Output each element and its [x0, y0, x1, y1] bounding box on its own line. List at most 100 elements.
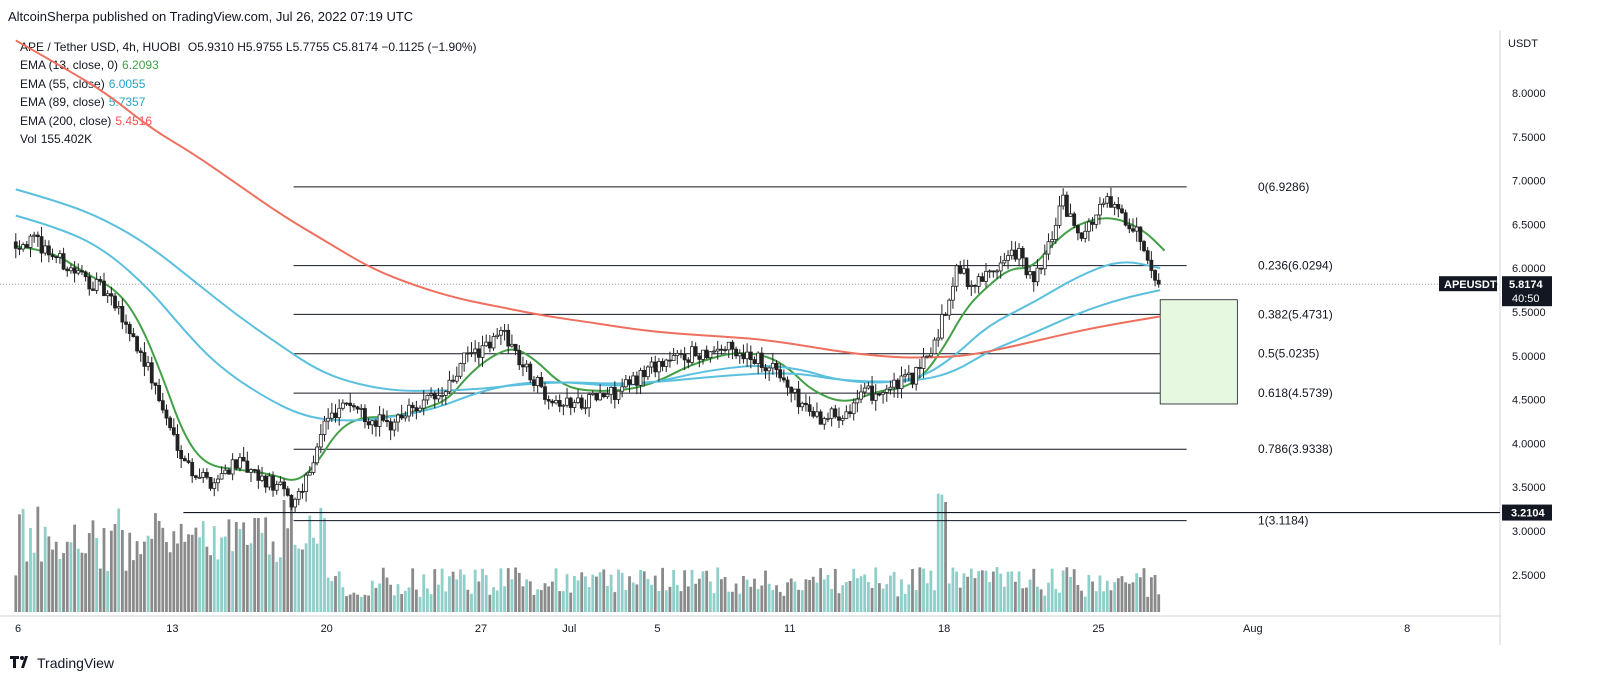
indicator-ema89[interactable]: EMA (89, close) 5.7357	[20, 93, 477, 111]
support-price-tag	[1502, 504, 1552, 521]
volume-bar	[128, 532, 132, 612]
candle-body	[539, 377, 544, 388]
candle-body	[392, 421, 397, 431]
candle-body	[804, 402, 808, 406]
volume-bar	[808, 580, 811, 612]
y-axis-unit: USDT	[1508, 38, 1538, 50]
candle-body	[234, 459, 239, 469]
volume-bar	[330, 581, 334, 612]
volume-bar	[146, 535, 150, 612]
volume-bar	[334, 576, 337, 612]
candle-body	[745, 351, 750, 360]
volume-bar	[896, 596, 900, 612]
candle-body	[1149, 259, 1154, 271]
volume-bar	[25, 561, 29, 612]
volume-bar	[1069, 577, 1072, 612]
last-price-label: 5.8174	[1509, 279, 1544, 291]
candle-body	[72, 267, 77, 274]
volume-bar	[323, 518, 326, 612]
candle-body	[447, 379, 452, 393]
indicator-volume[interactable]: Vol 155.402K	[20, 130, 477, 148]
candles	[13, 187, 1161, 513]
candle-body	[690, 346, 694, 363]
volume-bar	[253, 518, 257, 612]
candle-body	[638, 369, 643, 386]
candle-body	[197, 476, 202, 479]
volume-bar	[418, 596, 422, 612]
volume-bar	[841, 585, 845, 612]
volume-bar	[852, 568, 856, 612]
volume-bar	[374, 587, 378, 612]
candle-body	[991, 270, 996, 273]
candle-body	[947, 299, 952, 316]
volume-bar	[767, 583, 771, 612]
volume-bar	[1013, 581, 1017, 612]
candle-body	[1031, 271, 1036, 283]
volume-bar	[21, 508, 25, 612]
candle-body	[1127, 224, 1132, 230]
volume-bar	[1047, 582, 1050, 612]
candle-body	[671, 355, 676, 361]
indicator-ema13[interactable]: EMA (13, close, 0) 6.2093	[20, 56, 477, 74]
volume-bar	[264, 517, 268, 612]
candle-body	[987, 270, 992, 273]
volume-bar	[918, 567, 922, 612]
candle-body	[649, 361, 654, 368]
candle-body	[976, 276, 981, 287]
volume-bar	[1025, 587, 1028, 612]
volume-bar	[1072, 569, 1076, 612]
candle-body	[840, 418, 845, 421]
volume-bar	[738, 593, 742, 612]
target-zone[interactable]	[1159, 299, 1238, 405]
candle-body	[723, 349, 727, 352]
volume-bar	[1065, 567, 1069, 612]
volume-bar	[1039, 589, 1043, 612]
candle-body	[443, 391, 448, 396]
candle-body	[554, 400, 558, 404]
volume-bar	[1131, 582, 1135, 612]
volume-bar	[389, 584, 393, 612]
volume-bar	[591, 574, 595, 612]
candle-body	[245, 460, 250, 473]
indicator-ema200[interactable]: EMA (200, close) 5.4516	[20, 112, 477, 130]
volume-bar	[194, 527, 198, 612]
volume-bar	[984, 570, 988, 612]
volume-bar	[517, 572, 521, 612]
candle-body	[127, 323, 132, 335]
x-tick-label: 18	[938, 623, 950, 635]
x-tick-label: 13	[166, 623, 178, 635]
candle-body	[271, 475, 275, 491]
candle-body	[307, 472, 312, 476]
candle-body	[510, 343, 514, 347]
candle-body	[1053, 224, 1058, 240]
candle-body	[168, 417, 173, 429]
candle-body	[318, 434, 323, 448]
fibonacci-retracement[interactable]: 0(6.9286) 0.236(6.0294) 0.382(5.4731) 0.5(5…	[183, 180, 1500, 528]
volume-bar	[881, 588, 885, 612]
fib-level-label: 1(3.1184)	[1258, 514, 1308, 528]
candle-body	[532, 379, 536, 386]
volume-bar	[907, 584, 911, 612]
volume-bar	[492, 587, 495, 612]
candle-body	[1009, 249, 1014, 257]
candle-body	[17, 247, 22, 250]
volume-bar	[672, 569, 676, 612]
volume-bar	[664, 590, 668, 612]
volume-bar	[800, 590, 804, 612]
candle-body	[855, 398, 860, 404]
candle-body	[1156, 279, 1161, 285]
symbol-label[interactable]: APE / Tether USD, 4h, HUOBI	[20, 40, 181, 54]
volume-bar	[1083, 596, 1087, 612]
candle-body	[601, 392, 606, 398]
indicator-label: EMA (13, close, 0)	[20, 58, 119, 73]
volume-bar	[131, 560, 135, 612]
volume-bar	[455, 579, 459, 612]
candle-body	[848, 411, 852, 415]
volume-bar	[1094, 591, 1098, 612]
candle-body	[381, 414, 386, 421]
candle-body	[958, 265, 963, 274]
candle-body	[807, 404, 812, 412]
volume-bar	[223, 536, 227, 612]
candle-body	[1094, 214, 1099, 225]
